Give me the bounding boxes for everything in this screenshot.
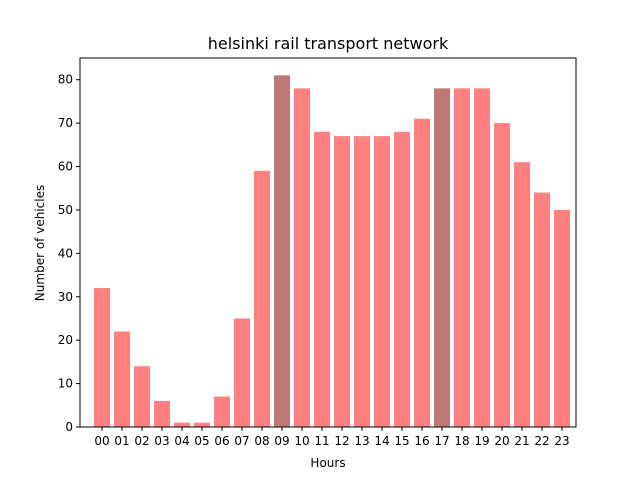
bar-18 <box>454 88 470 427</box>
bar-17 <box>434 88 450 427</box>
plot-frame <box>79 57 577 428</box>
bar-03 <box>154 400 170 427</box>
x-tick-label: 23 <box>554 434 569 448</box>
x-tick-label: 21 <box>514 434 529 448</box>
bar-02 <box>134 366 150 427</box>
x-axis: 00 01 02 03 04 05 06 07 08 09 10 11 12 13 14 15 16 17 18 19… <box>94 427 570 448</box>
x-tick-label: 17 <box>434 434 449 448</box>
bar-19 <box>474 88 490 427</box>
bar-23 <box>554 209 570 427</box>
bar-20 <box>494 123 510 428</box>
bar-00 <box>94 288 110 427</box>
x-tick-label: 13 <box>354 434 369 448</box>
bar-06 <box>214 396 230 427</box>
bar-13 <box>354 136 370 427</box>
x-tick-label: 07 <box>234 434 249 448</box>
x-tick-label: 18 <box>454 434 469 448</box>
x-tick-label: 20 <box>494 434 509 448</box>
x-tick-label: 00 <box>94 434 109 448</box>
x-tick-label: 11 <box>314 434 329 448</box>
y-tick-label: 70 <box>58 116 73 130</box>
bar-07 <box>234 318 250 427</box>
bar-11 <box>314 131 330 428</box>
y-tick-label: 0 <box>65 420 73 434</box>
bar-21 <box>514 162 530 427</box>
y-tick-label: 10 <box>58 377 73 391</box>
x-tick-label: 05 <box>194 434 209 448</box>
x-tick-label: 14 <box>374 434 389 448</box>
bar-05 <box>194 422 210 427</box>
bars-group <box>94 75 570 428</box>
x-tick-label: 10 <box>294 434 309 448</box>
x-tick-label: 12 <box>334 434 349 448</box>
y-tick-label: 80 <box>58 73 73 87</box>
x-tick-label: 08 <box>254 434 269 448</box>
bar-04 <box>174 422 190 427</box>
x-tick-label: 02 <box>134 434 149 448</box>
bar-08 <box>254 170 270 427</box>
x-tick-label: 04 <box>174 434 189 448</box>
y-tick-label: 60 <box>58 160 73 174</box>
bar-09 <box>274 75 290 428</box>
y-tick-label: 40 <box>58 246 73 260</box>
x-axis-label: Hours <box>310 456 345 470</box>
bar-22 <box>534 192 550 427</box>
bar-10 <box>294 88 310 427</box>
bar-15 <box>394 131 410 428</box>
y-tick-label: 50 <box>58 203 73 217</box>
x-tick-label: 01 <box>114 434 129 448</box>
y-axis-label: Number of vehicles <box>33 185 47 301</box>
x-tick-label: 06 <box>214 434 229 448</box>
bar-01 <box>114 331 130 427</box>
x-tick-label: 19 <box>474 434 489 448</box>
x-tick-label: 09 <box>274 434 289 448</box>
bar-12 <box>334 136 350 427</box>
x-tick-label: 15 <box>394 434 409 448</box>
chart-title: helsinki rail transport network <box>208 34 449 53</box>
y-tick-label: 20 <box>58 333 73 347</box>
y-tick-label: 30 <box>58 290 73 304</box>
y-axis: 0 10 20 30 40 50 60 70 80 <box>58 73 80 434</box>
x-tick-label: 03 <box>154 434 169 448</box>
bar-14 <box>374 136 390 427</box>
x-tick-label: 16 <box>414 434 429 448</box>
x-tick-label: 22 <box>534 434 549 448</box>
bar-16 <box>414 118 430 427</box>
